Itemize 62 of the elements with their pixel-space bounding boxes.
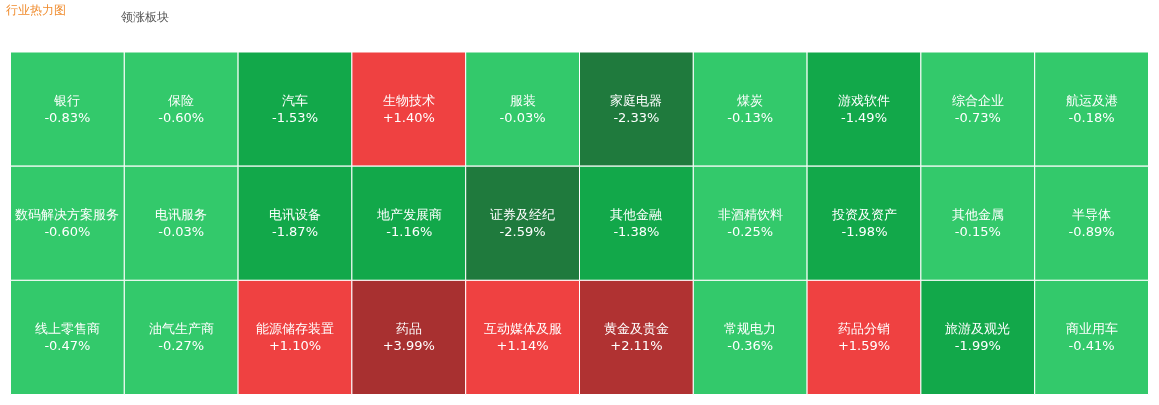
category-label: 半导体 xyxy=(1072,207,1112,223)
category-label: 游戏软件 xyxy=(838,93,890,109)
data-label: -2.59% xyxy=(499,224,546,240)
data-label: -0.73% xyxy=(954,110,1001,126)
category-label: 地产发展商 xyxy=(375,207,442,223)
data-label: -0.36% xyxy=(727,338,774,354)
category-label: 电讯服务 xyxy=(155,207,208,223)
category-label: 保险 xyxy=(168,93,195,109)
data-label: -0.47% xyxy=(44,338,91,354)
category-label: 药品 xyxy=(395,321,422,337)
data-label: -1.87% xyxy=(272,224,318,240)
data-label: +1.10% xyxy=(268,338,322,354)
data-label: -0.41% xyxy=(1068,338,1115,354)
data-label: -0.60% xyxy=(44,224,91,240)
data-label: -0.83% xyxy=(44,110,91,126)
data-label: -0.15% xyxy=(954,224,1001,240)
data-label: -1.99% xyxy=(954,338,1001,354)
category-label: 线上零售商 xyxy=(34,321,100,337)
category-label: 银行 xyxy=(53,93,81,109)
data-label: -0.03% xyxy=(158,224,205,240)
data-label: -0.13% xyxy=(727,110,774,126)
category-label: 黄金及贵金 xyxy=(603,321,669,337)
data-label: -0.89% xyxy=(1068,224,1115,240)
data-label: -0.03% xyxy=(499,110,546,126)
category-label: 服装 xyxy=(509,93,536,109)
data-label: -1.38% xyxy=(613,224,660,240)
data-label: +1.59% xyxy=(837,338,891,354)
text: 行业热力图 xyxy=(5,3,66,18)
category-label: 药品分销 xyxy=(838,321,890,337)
data-label: +3.99% xyxy=(382,338,435,354)
data-label: -1.98% xyxy=(841,224,888,240)
data-label: -0.25% xyxy=(727,224,774,240)
text: 领涨板块 xyxy=(121,10,169,24)
data-label: -0.18% xyxy=(1068,110,1115,126)
data-label: -0.27% xyxy=(158,338,205,354)
category-label: 常规电力 xyxy=(724,321,777,337)
category-label: 证券及经纪 xyxy=(490,207,556,223)
category-label: 煤炭 xyxy=(737,93,764,109)
category-label: 非酒精饮料 xyxy=(717,207,783,223)
data-label: -0.60% xyxy=(158,110,205,126)
category-label: 航运及港 xyxy=(1065,93,1118,109)
category-label: 投资及资产 xyxy=(831,207,897,223)
data-label: -1.53% xyxy=(272,110,318,126)
data-label: +1.14% xyxy=(496,338,549,354)
data-label: +2.11% xyxy=(610,338,663,354)
category-label: 能源储存装置 xyxy=(256,321,334,337)
category-label: 家庭电器 xyxy=(610,93,663,109)
category-label: 其他金属 xyxy=(951,207,1004,223)
category-label: 电讯设备 xyxy=(269,207,321,223)
category-label: 互动媒体及服 xyxy=(483,321,562,337)
category-label: 商业用车 xyxy=(1065,321,1118,337)
data-label: -1.49% xyxy=(841,110,887,126)
category-label: 旅游及观光 xyxy=(945,321,1011,337)
category-label: 综合企业 xyxy=(951,93,1004,109)
data-label: -1.16% xyxy=(386,224,433,240)
category-label: 油气生产商 xyxy=(148,321,214,337)
category-label: 生物技术 xyxy=(382,93,435,109)
category-label: 其他金融 xyxy=(610,207,663,223)
category-label: 数码解决方案服务 xyxy=(15,207,120,223)
data-label: -2.33% xyxy=(613,110,660,126)
category-label: 汽车 xyxy=(282,93,308,109)
data-label: +1.40% xyxy=(382,110,435,126)
